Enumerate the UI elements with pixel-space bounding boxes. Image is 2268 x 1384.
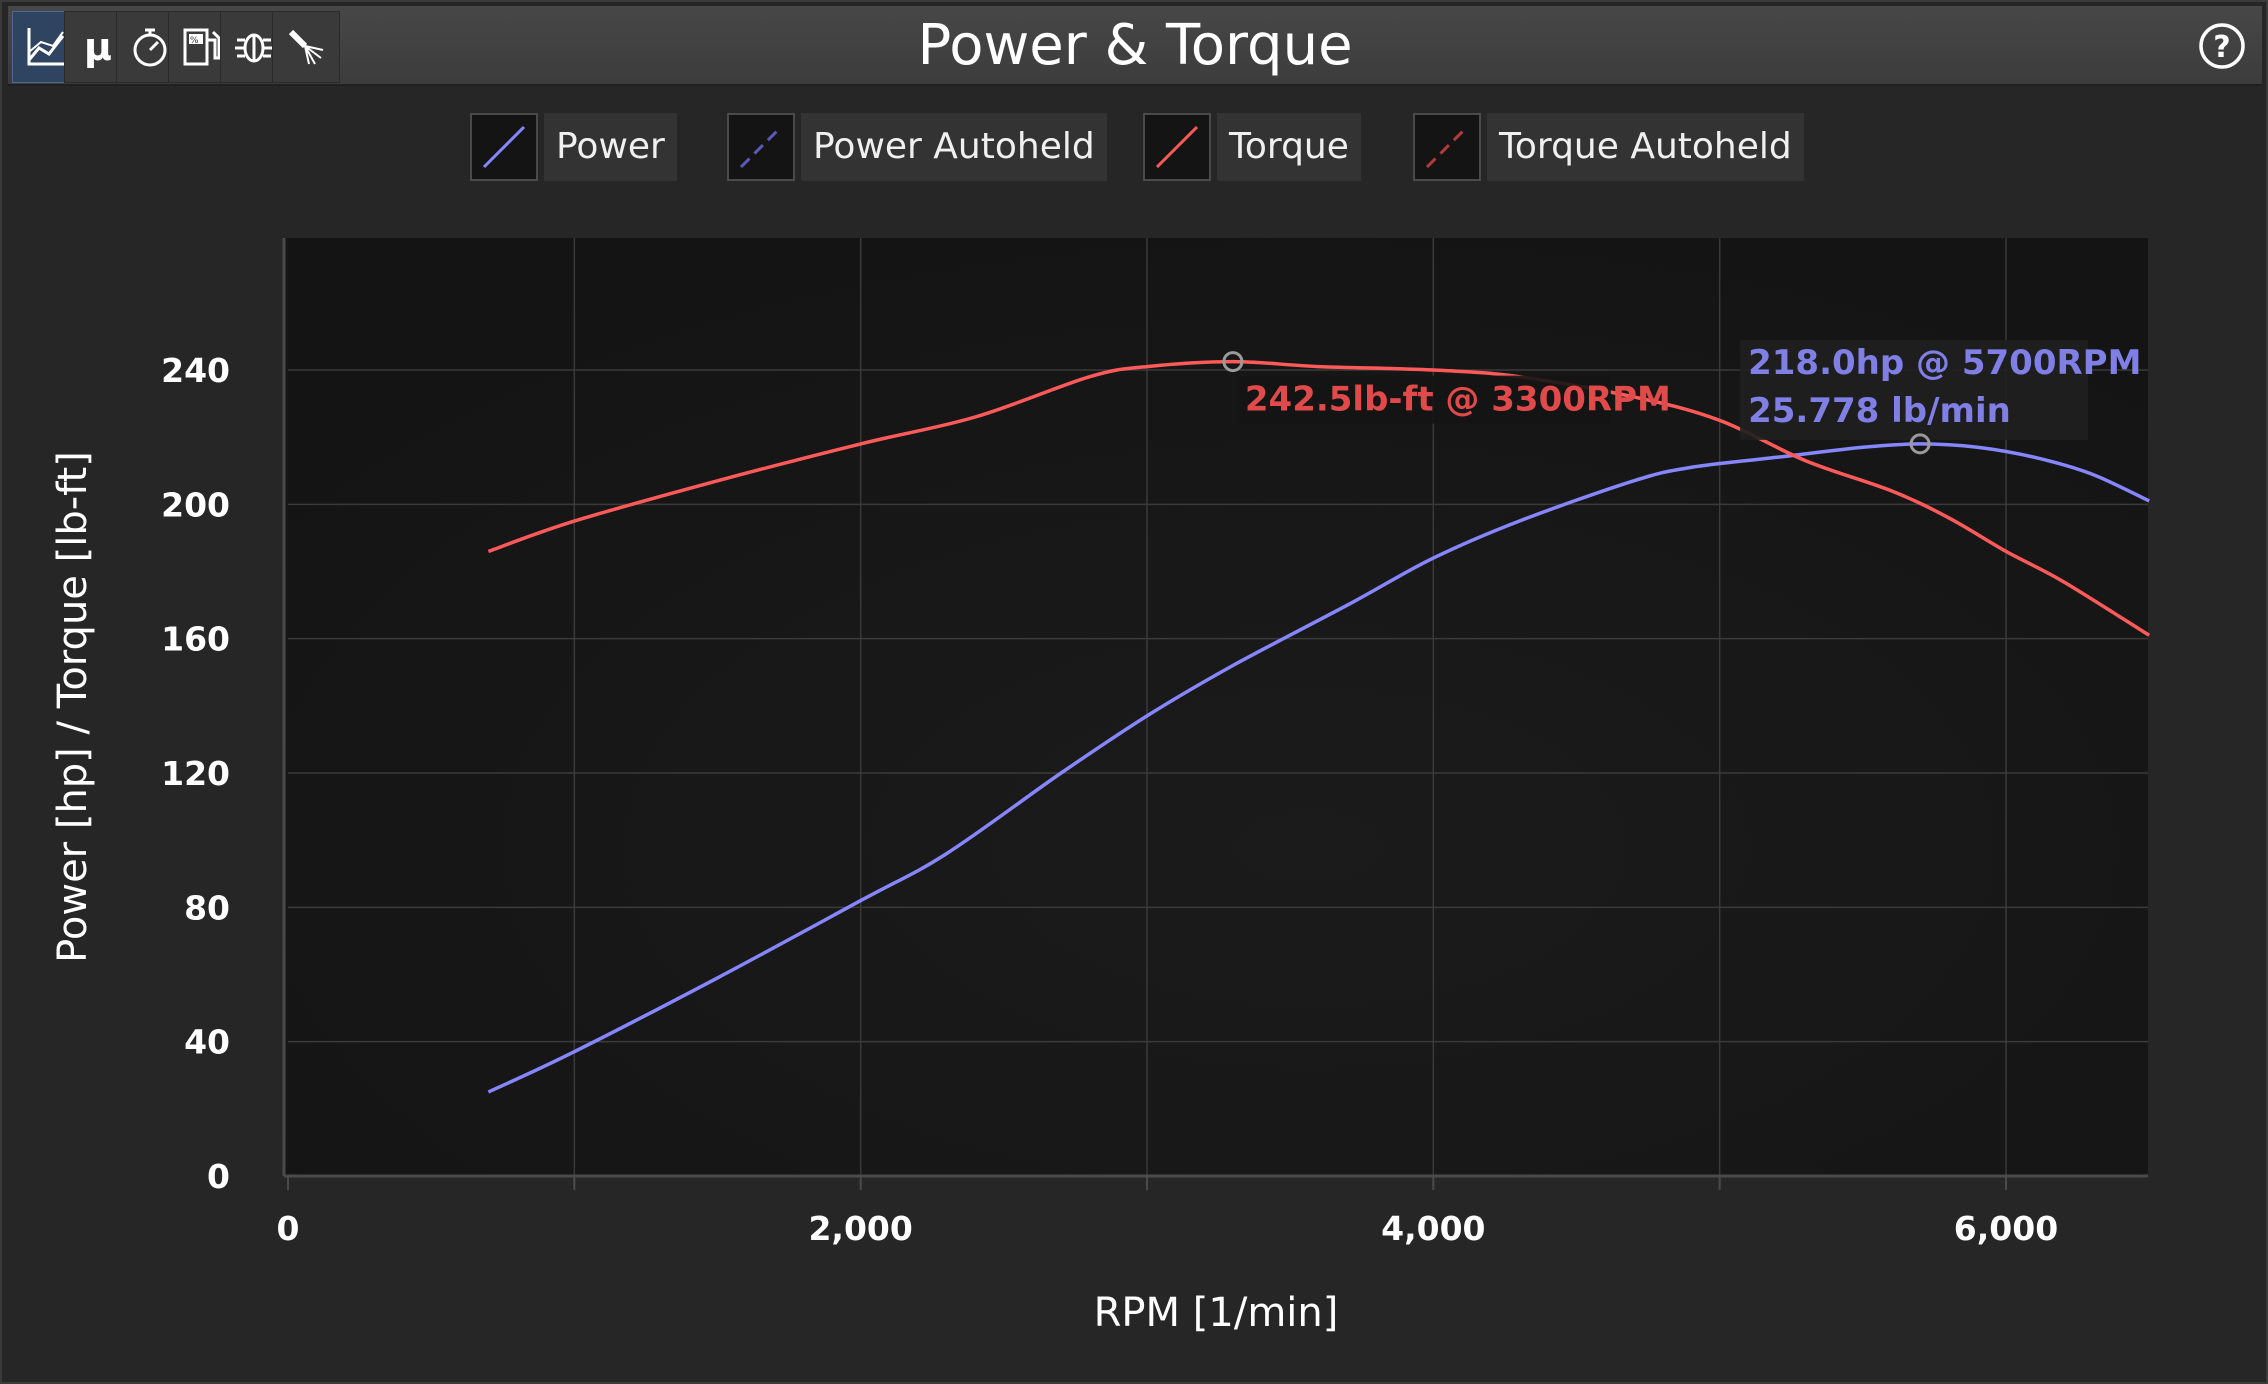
svg-text:%: % [190, 36, 199, 46]
y-tick-label: 200 [161, 485, 230, 524]
stopwatch-icon [133, 28, 167, 67]
help-button[interactable]: ? [2196, 20, 2248, 72]
power-peak-marker [1909, 433, 1931, 455]
legend-swatch-torque [1143, 113, 1211, 181]
legend-label-torque-autoheld: Torque Autoheld [1487, 113, 1804, 181]
legend-item-power[interactable]: Power [470, 112, 677, 182]
y-tick-label: 120 [161, 754, 230, 793]
legend-swatch-power-autoheld [727, 113, 795, 181]
spray-nozzle-button[interactable] [272, 11, 340, 83]
y-tick-label: 160 [161, 620, 230, 659]
x-axis-title: RPM [1/min] [1094, 1290, 1339, 1336]
series-layer [487, 359, 2151, 1094]
engine-bug-icon [235, 33, 273, 63]
help-question-icon: ? [2199, 23, 2245, 69]
friction-mu-icon: μ [84, 25, 112, 69]
x-tick-label: 6,000 [1954, 1209, 2058, 1248]
y-axis-title: Power [hp] / Torque [lb-ft] [50, 451, 96, 963]
svg-text:?: ? [2213, 30, 2230, 65]
torque-peak-label-bg [1238, 375, 1611, 424]
x-tick-label: 0 [277, 1209, 300, 1248]
torque-peak-marker [1222, 351, 1244, 373]
y-tick-label: 40 [184, 1023, 230, 1062]
fuel-percent-icon: % [183, 28, 221, 66]
power-peak-label-line: 218.0hp @ 5700RPM [1748, 343, 2141, 383]
legend-item-torque[interactable]: Torque [1143, 112, 1361, 182]
power-torque-graph-icon [27, 28, 65, 66]
legend-swatch-power [470, 113, 538, 181]
torque-peak-label: 242.5lb-ft @ 3300RPM [1245, 380, 1671, 420]
legend-label-torque: Torque [1217, 113, 1361, 181]
power-peak-label-line: 25.778 lb/min [1748, 391, 2011, 431]
y-tick-label: 240 [161, 351, 230, 390]
legend-item-torque-autoheld[interactable]: Torque Autoheld [1413, 112, 1804, 182]
legend-label-power: Power [544, 113, 677, 181]
legend-swatch-torque-autoheld [1413, 113, 1481, 181]
y-tick-label: 80 [184, 888, 230, 927]
spray-nozzle-icon [288, 29, 324, 65]
legend-item-power-autoheld[interactable]: Power Autoheld [727, 112, 1107, 182]
power-peak-label-bg [1740, 339, 2089, 440]
y-tick-label: 0 [207, 1157, 230, 1196]
legend: Power Power Autoheld Torque Torque Autoh… [2, 112, 2268, 184]
x-tick-label: 4,000 [1381, 1209, 1485, 1248]
annotations: 242.5lb-ft @ 3300RPM 218.0hp @ 5700RPM 25.… [1222, 339, 2141, 455]
series-line-torque [487, 359, 2151, 637]
axes: 0 40 80 120 160 200 240 0 2,000 4,000 6,000 [161, 238, 2148, 1248]
legend-label-power-autoheld: Power Autoheld [801, 113, 1107, 181]
series-line-power [487, 442, 2150, 1094]
x-tick-label: 2,000 [808, 1209, 912, 1248]
